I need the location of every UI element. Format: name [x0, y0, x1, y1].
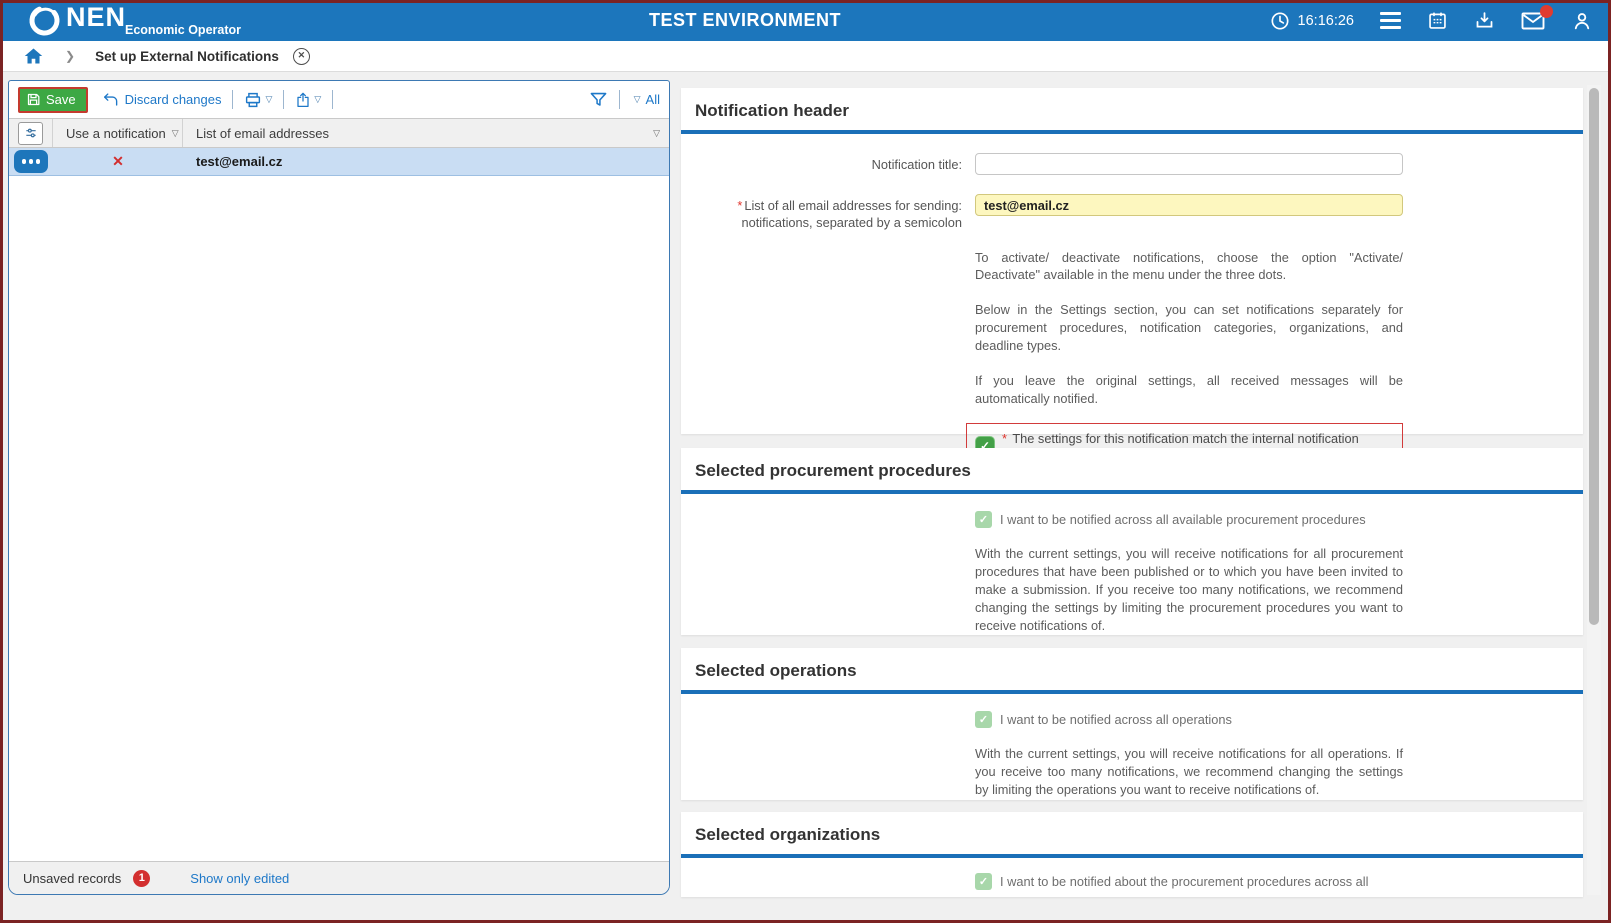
export-dropdown-icon[interactable]: ▽: [314, 94, 322, 104]
info-paragraph: With the current settings, you will rece…: [975, 746, 1403, 797]
procurement-procedures-section: Selected procurement procedures ✓ I want…: [681, 448, 1583, 635]
calendar-icon[interactable]: [1427, 10, 1448, 31]
filter-funnel-icon[interactable]: [589, 90, 608, 109]
section-rule: [681, 690, 1583, 694]
close-tab-icon[interactable]: ✕: [292, 47, 310, 65]
filter-all-link[interactable]: All: [645, 92, 660, 107]
brand-subtitle: Economic Operator: [125, 23, 241, 37]
unsaved-count-badge: 1: [133, 869, 151, 887]
section-title: Selected procurement procedures: [695, 461, 971, 480]
all-procurement-label: I want to be notified across all availab…: [1000, 512, 1366, 527]
right-panel-scrollbar[interactable]: [1587, 85, 1601, 895]
all-organizations-label: I want to be notified about the procurem…: [1000, 874, 1369, 889]
mail-unread-badge: [1540, 4, 1553, 18]
tab-title: Set up External Notifications: [95, 48, 279, 64]
section-title: Selected operations: [695, 661, 857, 680]
nen-logo-icon: [27, 3, 62, 38]
download-inbox-icon[interactable]: [1474, 10, 1495, 31]
row-email-cell[interactable]: test@email.cz: [196, 154, 283, 169]
app-header: NEN Economic Operator TEST ENVIRONMENT 1…: [0, 0, 1611, 41]
table-row[interactable]: ✕ test@email.cz: [9, 148, 669, 176]
all-procurement-checkbox[interactable]: ✓: [975, 511, 992, 528]
section-rule: [681, 130, 1583, 134]
session-clock: 16:16:26: [1270, 11, 1354, 31]
clock-icon: [1270, 11, 1290, 31]
chevron-right-icon: ❯: [65, 49, 76, 63]
all-organizations-checkbox[interactable]: ✓: [975, 873, 992, 890]
section-title: Notification header: [695, 101, 849, 120]
column-email-addresses[interactable]: List of email addresses: [196, 125, 329, 141]
menu-icon[interactable]: [1380, 12, 1401, 29]
records-toolbar: Save Discard changes ▽: [9, 81, 669, 118]
save-button[interactable]: Save: [18, 86, 88, 113]
section-rule: [681, 490, 1583, 494]
print-dropdown-icon[interactable]: ▽: [265, 94, 273, 104]
environment-title: TEST ENVIRONMENT: [648, 10, 841, 30]
discard-label: Discard changes: [124, 92, 222, 107]
notification-title-input[interactable]: [975, 153, 1403, 175]
row-menu-button[interactable]: [14, 150, 48, 173]
grid-footer: Unsaved records 1 Show only edited: [9, 861, 669, 894]
notification-disabled-icon[interactable]: ✕: [112, 152, 124, 169]
undo-icon: [102, 92, 119, 107]
records-panel: Save Discard changes ▽: [8, 80, 670, 895]
info-paragraph: To activate/ deactivate notifications, c…: [975, 249, 1403, 283]
print-button[interactable]: [244, 91, 262, 109]
required-asterisk: *: [737, 198, 743, 213]
grid-header: Use a notification ▽ List of email addre…: [9, 118, 669, 148]
section-title: Selected organizations: [695, 825, 881, 844]
info-paragraph: Below in the Settings section, you can s…: [975, 302, 1403, 354]
breadcrumb: ❯ Set up External Notifications ✕: [0, 41, 1611, 72]
brand-name: NEN: [66, 2, 127, 32]
notification-header-section: Notification header Notification title: …: [681, 88, 1583, 469]
home-icon[interactable]: [24, 47, 43, 65]
info-paragraph: With the current settings, you will rece…: [975, 546, 1403, 633]
notification-title-label: Notification title:: [871, 157, 962, 172]
export-button[interactable]: [295, 91, 311, 109]
column-use-notification[interactable]: Use a notification: [66, 125, 166, 141]
column-filter-icon[interactable]: ▽: [171, 127, 179, 138]
organizations-section: Selected organizations ✓ I want to be no…: [681, 812, 1583, 897]
column-settings-button[interactable]: [18, 121, 43, 145]
email-addresses-input[interactable]: [975, 194, 1403, 216]
mail-icon[interactable]: [1521, 4, 1553, 31]
all-operations-label: I want to be notified across all operati…: [1000, 712, 1232, 727]
show-only-edited-link[interactable]: Show only edited: [190, 870, 290, 886]
filter-scope-dropdown-icon[interactable]: ▽: [633, 94, 641, 104]
operations-section: Selected operations ✓ I want to be notif…: [681, 648, 1583, 800]
scrollbar-thumb[interactable]: [1589, 88, 1599, 625]
info-paragraph: If you leave the original settings, all …: [975, 373, 1403, 406]
all-operations-checkbox[interactable]: ✓: [975, 711, 992, 728]
email-addresses-label: * List of all email addresses for sending…: [737, 198, 962, 231]
save-floppy-icon: [26, 92, 41, 107]
unsaved-records-label: Unsaved records: [23, 870, 122, 886]
discard-changes-button[interactable]: Discard changes: [102, 92, 222, 107]
clock-value: 16:16:26: [1297, 12, 1354, 29]
user-profile-icon[interactable]: [1571, 10, 1593, 32]
save-label: Save: [46, 91, 76, 107]
column-filter-icon[interactable]: ▽: [653, 127, 660, 138]
section-rule: [681, 854, 1583, 858]
